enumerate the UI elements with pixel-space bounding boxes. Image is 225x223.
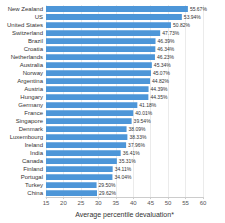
svg-text:Ireland: Ireland xyxy=(25,142,43,148)
svg-text:53.94%: 53.94% xyxy=(184,14,202,20)
svg-text:50: 50 xyxy=(165,200,172,206)
svg-text:44.82%: 44.82% xyxy=(152,78,170,84)
svg-text:Norway: Norway xyxy=(23,70,43,76)
svg-text:45: 45 xyxy=(147,200,154,206)
svg-text:46.34%: 46.34% xyxy=(157,46,175,52)
svg-text:25: 25 xyxy=(78,200,85,206)
svg-text:38.33%: 38.33% xyxy=(129,134,147,140)
svg-text:34.11%: 34.11% xyxy=(115,166,132,172)
svg-text:29.62%: 29.62% xyxy=(99,190,117,196)
svg-text:Hungary: Hungary xyxy=(20,94,43,100)
svg-text:46.39%: 46.39% xyxy=(158,38,176,44)
svg-text:55.67%: 55.67% xyxy=(190,6,208,12)
svg-text:Austria: Austria xyxy=(24,86,43,92)
svg-text:40: 40 xyxy=(130,200,137,206)
svg-text:38.09%: 38.09% xyxy=(129,126,147,132)
svg-text:Average percentile devaluation: Average percentile devaluation* xyxy=(75,211,174,219)
svg-text:46.23%: 46.23% xyxy=(157,54,175,60)
svg-text:India: India xyxy=(30,150,44,156)
svg-text:36.41%: 36.41% xyxy=(123,150,141,156)
svg-text:55: 55 xyxy=(182,200,189,206)
svg-text:Netherlands: Netherlands xyxy=(11,54,43,60)
svg-text:35: 35 xyxy=(112,200,119,206)
svg-text:New Zealand: New Zealand xyxy=(8,6,43,12)
svg-text:39.54%: 39.54% xyxy=(134,118,152,124)
svg-text:50.82%: 50.82% xyxy=(173,22,191,28)
svg-text:Finland: Finland xyxy=(23,166,43,172)
svg-text:Turkey: Turkey xyxy=(25,182,43,188)
svg-text:US: US xyxy=(35,14,43,20)
svg-text:Croatia: Croatia xyxy=(24,46,44,52)
svg-text:44.39%: 44.39% xyxy=(151,86,169,92)
svg-text:Argentina: Argentina xyxy=(17,78,43,84)
svg-text:15: 15 xyxy=(43,200,50,206)
svg-text:45.07%: 45.07% xyxy=(153,70,171,76)
svg-text:United States: United States xyxy=(7,22,43,28)
svg-text:Australia: Australia xyxy=(20,62,44,68)
svg-text:40.01%: 40.01% xyxy=(135,110,153,116)
svg-text:37.96%: 37.96% xyxy=(128,142,146,148)
svg-text:60: 60 xyxy=(200,200,207,206)
svg-text:Luxembourg: Luxembourg xyxy=(10,134,43,140)
svg-text:47.73%: 47.73% xyxy=(162,30,180,36)
svg-text:Singapore: Singapore xyxy=(16,118,44,124)
svg-text:44.35%: 44.35% xyxy=(150,94,168,100)
svg-text:20: 20 xyxy=(60,200,67,206)
svg-text:Germany: Germany xyxy=(18,102,43,108)
svg-text:41.18%: 41.18% xyxy=(139,102,157,108)
svg-text:Switzerland: Switzerland xyxy=(12,30,43,36)
svg-text:34.04%: 34.04% xyxy=(114,174,132,180)
svg-text:France: France xyxy=(24,110,43,116)
svg-text:29.50%: 29.50% xyxy=(99,182,117,188)
svg-text:Denmark: Denmark xyxy=(19,126,44,132)
svg-text:45.34%: 45.34% xyxy=(154,62,172,68)
svg-text:China: China xyxy=(27,190,43,196)
svg-text:Brazil: Brazil xyxy=(28,38,43,44)
svg-text:35.31%: 35.31% xyxy=(119,158,137,164)
svg-text:Canada: Canada xyxy=(22,158,44,164)
svg-text:Portugal: Portugal xyxy=(21,174,43,180)
svg-text:30: 30 xyxy=(95,200,102,206)
